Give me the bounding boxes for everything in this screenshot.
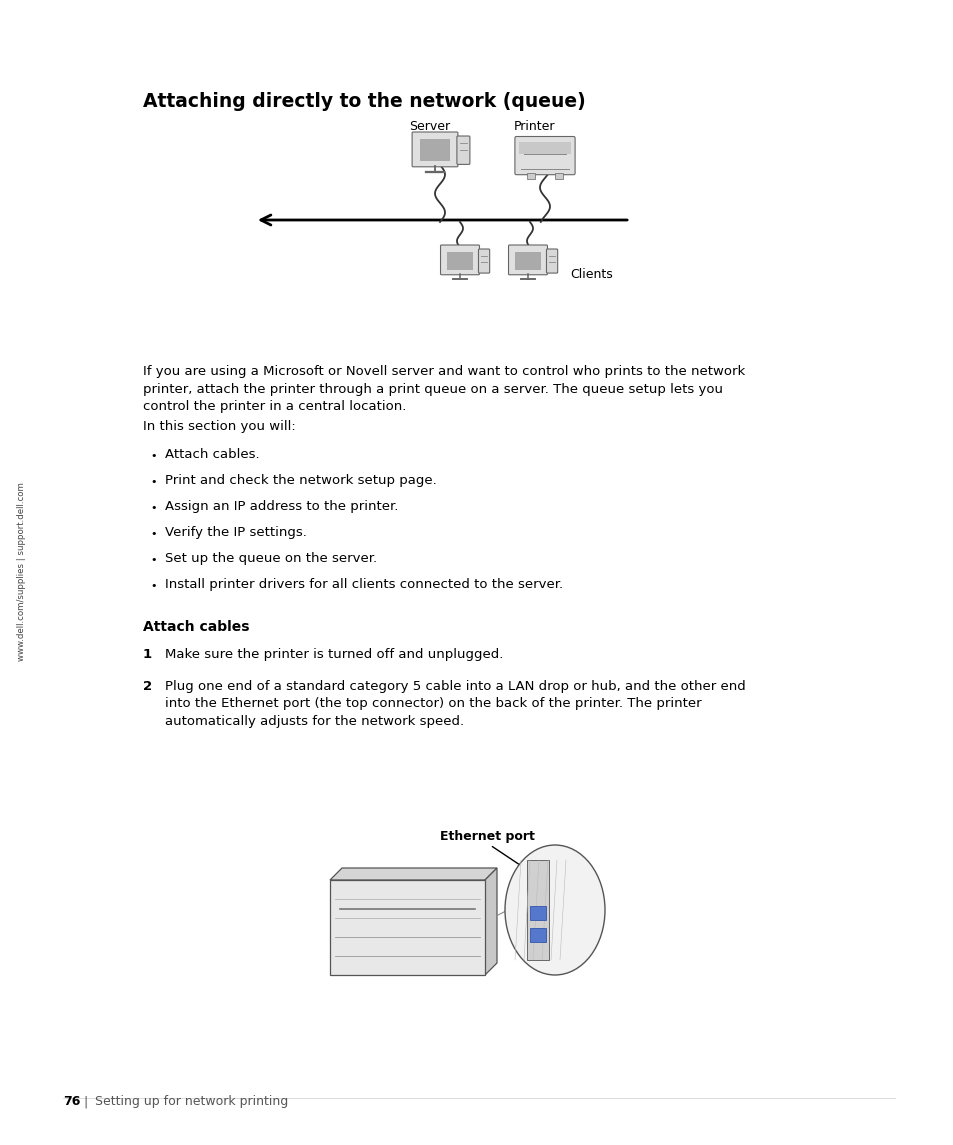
Text: www.dell.com/supplies | support.dell.com: www.dell.com/supplies | support.dell.com <box>17 482 27 662</box>
Bar <box>526 173 534 180</box>
Text: Attach cables.: Attach cables. <box>165 448 259 461</box>
Text: Attaching directly to the network (queue): Attaching directly to the network (queue… <box>143 92 585 111</box>
Text: •: • <box>151 451 157 461</box>
Text: Set up the queue on the server.: Set up the queue on the server. <box>165 552 376 564</box>
FancyBboxPatch shape <box>546 248 558 273</box>
Text: If you are using a Microsoft or Novell server and want to control who prints to : If you are using a Microsoft or Novell s… <box>143 365 744 413</box>
FancyBboxPatch shape <box>440 245 479 275</box>
FancyBboxPatch shape <box>456 136 470 165</box>
Text: Install printer drivers for all clients connected to the server.: Install printer drivers for all clients … <box>165 578 562 591</box>
Text: Print and check the network setup page.: Print and check the network setup page. <box>165 474 436 487</box>
Text: Verify the IP settings.: Verify the IP settings. <box>165 526 307 539</box>
Text: •: • <box>151 529 157 539</box>
FancyBboxPatch shape <box>508 245 547 275</box>
Text: Plug one end of a standard category 5 cable into a LAN drop or hub, and the othe: Plug one end of a standard category 5 ca… <box>165 680 745 728</box>
Bar <box>555 173 562 180</box>
Text: 2: 2 <box>143 680 152 693</box>
FancyBboxPatch shape <box>530 927 545 942</box>
Text: Make sure the printer is turned off and unplugged.: Make sure the printer is turned off and … <box>165 648 503 661</box>
Ellipse shape <box>504 845 604 976</box>
Bar <box>518 142 570 153</box>
FancyBboxPatch shape <box>530 906 545 919</box>
Text: •: • <box>151 581 157 591</box>
Text: Ethernet port: Ethernet port <box>439 830 535 843</box>
Text: •: • <box>151 555 157 564</box>
Text: Attach cables: Attach cables <box>143 619 250 634</box>
Text: Setting up for network printing: Setting up for network printing <box>95 1095 288 1108</box>
Text: Assign an IP address to the printer.: Assign an IP address to the printer. <box>165 500 398 513</box>
Text: Server: Server <box>409 120 450 133</box>
Polygon shape <box>330 868 497 881</box>
Bar <box>526 860 548 960</box>
FancyBboxPatch shape <box>330 881 484 976</box>
Bar <box>515 252 540 270</box>
Bar <box>419 140 450 161</box>
Text: In this section you will:: In this section you will: <box>143 420 295 433</box>
FancyBboxPatch shape <box>515 136 575 175</box>
Text: •: • <box>151 503 157 513</box>
Text: Clients: Clients <box>569 268 612 282</box>
Polygon shape <box>484 868 497 976</box>
FancyBboxPatch shape <box>412 132 457 167</box>
FancyBboxPatch shape <box>478 248 489 273</box>
Text: 1: 1 <box>143 648 152 661</box>
Text: |: | <box>83 1095 87 1108</box>
Text: Printer: Printer <box>514 120 556 133</box>
Text: 76: 76 <box>63 1095 80 1108</box>
Text: •: • <box>151 477 157 487</box>
Bar <box>447 252 473 270</box>
